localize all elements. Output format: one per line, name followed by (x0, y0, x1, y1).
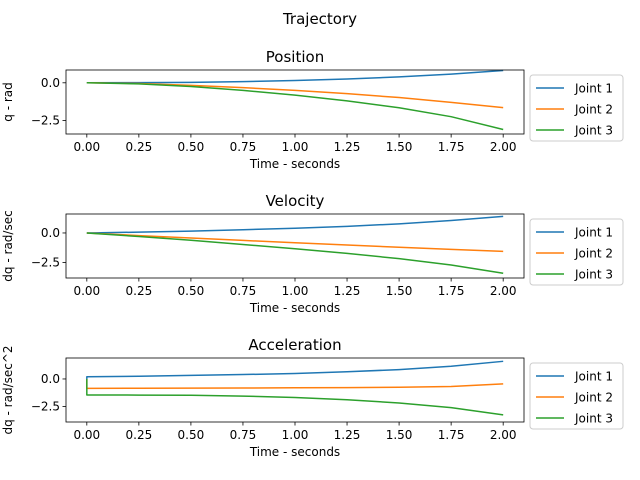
x-tick-label: 0.00 (73, 284, 100, 298)
y-axis-label: dq - rad/sec^2 (1, 345, 15, 434)
subplot-title: Velocity (266, 192, 325, 210)
x-tick-label: 0.50 (178, 284, 205, 298)
subplot-acceleration: Acceleration 0.00 0.25 0.50 0.75 1.00 1.25 1.50… (1, 336, 624, 459)
legend-box (529, 218, 624, 286)
subplot-panels: Position 0.00 0.25 0.50 0.75 1.00 1.25 1.50 1.75… (1, 48, 624, 459)
axes-frame (65, 357, 525, 423)
subplot-title: Acceleration (248, 336, 341, 354)
x-tick-label: 1.25 (334, 140, 361, 154)
x-tick-label: 1.75 (438, 284, 465, 298)
y-tick-label: −2.5 (31, 113, 60, 127)
legend-label-joint-2: Joint 2 (574, 391, 613, 405)
x-tick-label: 0.50 (178, 428, 205, 442)
legend-label-joint-1: Joint 1 (574, 226, 613, 240)
legend-box (529, 362, 624, 430)
y-tick-label: 0.0 (41, 76, 60, 90)
y-tick-label: 0.0 (41, 226, 60, 240)
series-line-joint-2 (86, 232, 504, 253)
series-line-joint-3 (86, 232, 504, 275)
figure-title: Trajectory (282, 10, 357, 28)
legend-label-joint-2: Joint 2 (574, 103, 613, 117)
y-tick-label: −2.5 (31, 256, 60, 270)
axes-frame (65, 213, 525, 279)
x-tick-label: 0.25 (126, 140, 153, 154)
series-line-joint-3 (86, 82, 504, 131)
x-tick-label: 1.50 (386, 140, 413, 154)
legend: Joint 1 Joint 2 Joint 3 (529, 74, 624, 142)
y-axis-label: q - rad (1, 82, 15, 121)
x-tick-label: 0.00 (73, 140, 100, 154)
x-tick-label: 0.25 (126, 428, 153, 442)
subplot-position: Position 0.00 0.25 0.50 0.75 1.00 1.25 1.50 1.75… (1, 48, 624, 171)
x-tick-label: 1.25 (334, 284, 361, 298)
x-tick-label: 1.00 (282, 428, 309, 442)
x-tick-label: 1.25 (334, 428, 361, 442)
series-line-joint-2 (86, 378, 504, 390)
x-tick-label: 1.00 (282, 284, 309, 298)
legend-label-joint-3: Joint 3 (574, 124, 613, 138)
legend-label-joint-2: Joint 2 (574, 247, 613, 261)
legend-label-joint-3: Joint 3 (574, 412, 613, 426)
x-tick-label: 0.75 (230, 284, 257, 298)
legend-label-joint-1: Joint 1 (574, 370, 613, 384)
x-tick-label: 1.75 (438, 140, 465, 154)
x-tick-label: 0.00 (73, 428, 100, 442)
legend: Joint 1 Joint 2 Joint 3 (529, 362, 624, 430)
x-tick-label: 0.75 (230, 428, 257, 442)
x-tick-label: 2.00 (490, 428, 517, 442)
x-tick-label: 2.00 (490, 284, 517, 298)
x-tick-label: 0.50 (178, 140, 205, 154)
x-tick-label: 1.50 (386, 428, 413, 442)
x-axis-label: Time - seconds (249, 157, 340, 171)
legend: Joint 1 Joint 2 Joint 3 (529, 218, 624, 286)
x-tick-label: 1.50 (386, 284, 413, 298)
series-line-joint-1 (86, 215, 504, 234)
series-line-joint-3 (86, 378, 504, 416)
y-tick-label: −2.5 (31, 400, 60, 414)
legend-label-joint-1: Joint 1 (574, 82, 613, 96)
x-tick-label: 2.00 (490, 140, 517, 154)
x-tick-label: 0.75 (230, 140, 257, 154)
axes-frame (65, 69, 525, 135)
series-line-joint-1 (86, 360, 504, 379)
subplot-title: Position (266, 48, 324, 66)
legend-label-joint-3: Joint 3 (574, 268, 613, 282)
x-tick-label: 0.25 (126, 284, 153, 298)
y-axis-label: dq - rad/sec (1, 210, 15, 281)
y-tick-label: 0.0 (41, 372, 60, 386)
legend-box (529, 74, 624, 142)
subplot-velocity: Velocity 0.00 0.25 0.50 0.75 1.00 1.25 1.50 1.75… (1, 192, 624, 315)
x-axis-label: Time - seconds (249, 301, 340, 315)
series-line-joint-1 (86, 69, 504, 84)
x-tick-label: 1.75 (438, 428, 465, 442)
x-tick-label: 1.00 (282, 140, 309, 154)
x-axis-label: Time - seconds (249, 445, 340, 459)
